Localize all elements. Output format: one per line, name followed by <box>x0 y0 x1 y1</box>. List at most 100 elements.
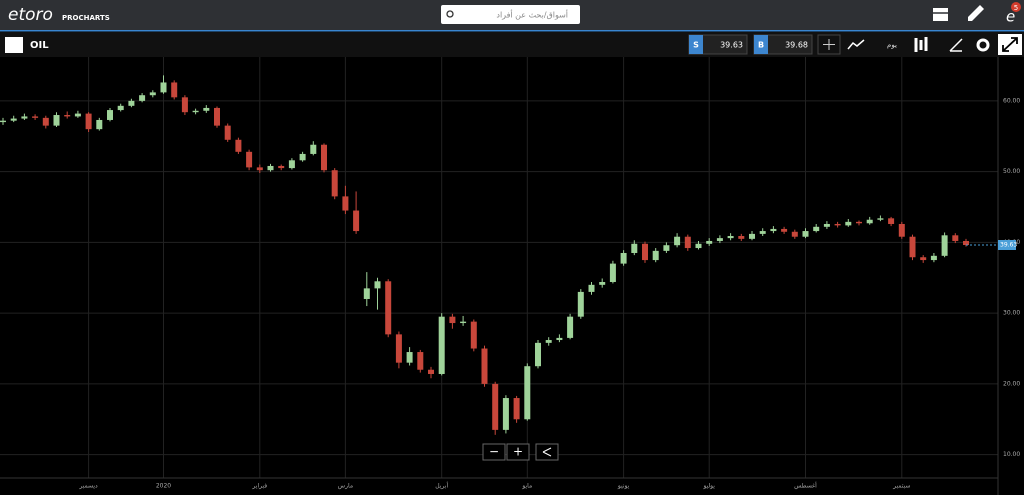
candle-body <box>96 119 103 130</box>
y-tick-label: 20.00 <box>1003 380 1020 387</box>
candle-body <box>278 165 285 169</box>
candle-body <box>577 291 584 317</box>
candle-body <box>256 167 263 171</box>
candle-body <box>663 245 670 251</box>
top-bar-border <box>0 30 1024 32</box>
candle-body <box>64 115 71 117</box>
candle-body <box>823 223 830 227</box>
sell-tag <box>689 35 703 54</box>
candle-body <box>888 218 895 224</box>
layout-icon[interactable] <box>933 8 948 21</box>
candle-body <box>567 316 574 338</box>
candle-body <box>834 223 841 226</box>
candle-body <box>631 243 638 253</box>
zoom-out-button[interactable] <box>482 443 506 461</box>
product: PROCHARTS <box>62 14 110 22</box>
draw-button[interactable] <box>949 38 963 52</box>
candle-body <box>203 107 210 111</box>
chart-area <box>0 57 1024 495</box>
candle-body <box>449 316 456 324</box>
candle-body <box>952 235 959 241</box>
candle-body <box>791 231 798 237</box>
candle-body <box>502 398 509 430</box>
candle-body <box>642 243 648 261</box>
x-tick-label: يوليو <box>702 483 715 490</box>
candle-body <box>460 321 467 324</box>
candle-body <box>53 115 60 126</box>
candle-button[interactable] <box>914 37 928 52</box>
buy-tag <box>754 35 768 54</box>
candle-body <box>599 282 606 285</box>
x-tick-label: مارس <box>338 483 353 490</box>
candle-body <box>920 257 927 261</box>
sell-price: 39.63 <box>720 41 743 50</box>
candle-body <box>481 348 488 384</box>
candle-body <box>545 340 552 343</box>
buy-label: B <box>758 41 764 50</box>
candle-body <box>930 255 937 261</box>
badge-count: 5 <box>1014 4 1018 12</box>
candle-body <box>684 236 691 249</box>
x-tick-label: فبراير <box>251 483 267 490</box>
price-label: 39.63 <box>1000 241 1017 248</box>
candle-body <box>171 82 178 98</box>
candle-body <box>781 228 788 232</box>
candle-body <box>192 110 199 113</box>
candle-body <box>813 226 820 232</box>
candle-body <box>406 352 413 363</box>
x-tick-label: أغسطس <box>794 482 817 490</box>
price-badge <box>998 239 1016 250</box>
badge <box>1011 2 1021 12</box>
x-tick-label: 2020 <box>156 483 171 490</box>
buy-price: 39.68 <box>785 41 808 50</box>
sell-label: S <box>693 41 699 50</box>
candle-body <box>74 113 81 117</box>
candle-body <box>470 321 477 349</box>
chart-type-button[interactable] <box>847 39 865 50</box>
candle-body <box>235 139 242 152</box>
crosshair-icon <box>823 39 835 50</box>
settings-button[interactable] <box>976 38 990 52</box>
candle-body <box>139 95 146 101</box>
candle-body <box>385 281 392 335</box>
edit-icon[interactable] <box>968 5 984 21</box>
candle-body <box>609 263 616 283</box>
candle-body <box>0 120 6 123</box>
candle-body <box>556 337 563 341</box>
candle-body <box>374 281 381 289</box>
candle-body <box>866 219 873 224</box>
candle-body <box>492 383 499 430</box>
zoom-in-button[interactable] <box>506 443 530 461</box>
candle-body <box>85 113 92 130</box>
candle-body <box>160 82 167 93</box>
candle-body <box>321 144 327 171</box>
y-tick-label: 30.00 <box>1003 310 1020 317</box>
candle-body <box>363 288 370 299</box>
search-placeholder: أسواق/بحث عن أفراد <box>496 10 568 20</box>
period-button[interactable]: يوم <box>887 41 897 49</box>
candle-body <box>353 210 360 232</box>
y-tick-label: 60.00 <box>1003 97 1020 104</box>
search-box[interactable] <box>441 5 580 24</box>
candle-body <box>877 218 884 220</box>
candle-body <box>10 118 17 121</box>
candle-body <box>898 223 905 237</box>
zoom-out: − <box>489 445 499 459</box>
x-tick-label: أبريل <box>435 482 448 490</box>
candle-body <box>342 196 349 211</box>
candle-body <box>246 151 253 168</box>
candle-body <box>963 240 969 245</box>
share-button[interactable] <box>535 443 559 461</box>
user-icon[interactable]: e <box>1006 8 1015 26</box>
symbol-icon <box>5 37 23 53</box>
candle-body <box>32 116 39 118</box>
candle-body <box>674 236 681 246</box>
chart: 10.0020.0030.0040.0050.0060.00ديسمبر2020… <box>0 57 1020 495</box>
x-tick-label: ديسمبر <box>78 483 98 490</box>
candle-body <box>749 233 755 239</box>
symbol: OIL <box>30 40 49 51</box>
candle-body <box>759 231 766 234</box>
candle-body <box>181 97 188 113</box>
